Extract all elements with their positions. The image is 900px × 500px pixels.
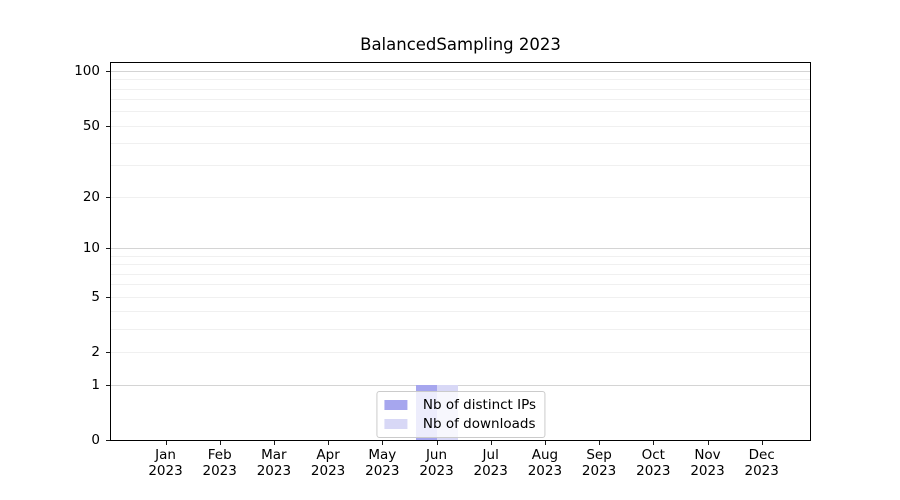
- y-tick-mark: [106, 296, 110, 298]
- x-tick-label: Jan 2023: [131, 447, 201, 479]
- x-tick-mark: [653, 441, 655, 445]
- x-tick-year: 2023: [148, 462, 183, 479]
- x-tick-year: 2023: [365, 462, 400, 479]
- x-tick-mark: [544, 441, 547, 445]
- x-tick-mark: [382, 441, 384, 445]
- gridline-minor: [111, 88, 810, 90]
- gridline-minor: [111, 296, 810, 298]
- x-tick-month: Apr: [316, 447, 340, 463]
- x-tick-label: Mar 2023: [239, 447, 309, 479]
- y-tick-mark: [106, 352, 110, 354]
- x-tick-year: 2023: [256, 462, 292, 479]
- y-tick-mark: [106, 248, 110, 250]
- legend-item: Nb of distinct IPs: [383, 397, 537, 413]
- x-tick-mark: [761, 441, 763, 445]
- legend-swatch: [383, 419, 407, 429]
- gridline-minor: [111, 284, 810, 286]
- x-tick-label: Nov 2023: [673, 447, 743, 479]
- x-tick-month: Aug: [531, 447, 559, 463]
- x-tick-month: Jun: [425, 447, 448, 463]
- x-tick-mark: [436, 441, 438, 445]
- x-tick-year: 2023: [690, 462, 725, 479]
- x-tick-label: Aug 2023: [510, 447, 580, 479]
- y-tick-mark: [106, 196, 110, 198]
- x-tick-mark: [219, 441, 221, 445]
- gridline-major: [111, 71, 810, 72]
- y-tick-label: 10: [82, 240, 100, 257]
- y-tick-label: 50: [82, 117, 100, 134]
- gridline-major: [111, 384, 810, 386]
- x-tick-year: 2023: [527, 462, 563, 479]
- y-tick-label: 2: [91, 344, 100, 361]
- gridline-minor: [111, 311, 810, 313]
- chart-title: BalancedSampling 2023: [360, 35, 561, 54]
- x-tick-label: Dec 2023: [727, 447, 797, 479]
- gridline-minor: [111, 264, 810, 266]
- gridline-minor: [111, 79, 810, 81]
- y-tick-label: 20: [82, 188, 100, 205]
- x-tick-year: 2023: [202, 462, 237, 479]
- gridline-minor: [111, 99, 810, 101]
- bars: [111, 63, 810, 440]
- x-tick-label: Apr 2023: [293, 447, 363, 479]
- x-tick-year: 2023: [419, 462, 454, 479]
- plot-area: Nb of distinct IPs Nb of downloads: [110, 62, 811, 441]
- legend-swatch: [383, 400, 407, 410]
- y-tick-label: 100: [74, 63, 100, 79]
- x-tick-mark: [707, 441, 709, 445]
- x-tick-month: May: [368, 447, 397, 463]
- x-tick-year: 2023: [636, 462, 671, 479]
- legend-label: Nb of distinct IPs: [422, 397, 537, 413]
- gridline-minor: [111, 165, 810, 167]
- gridline-minor: [111, 125, 810, 127]
- x-tick-label: Oct 2023: [618, 447, 688, 479]
- y-tick-mark: [106, 125, 110, 127]
- x-tick-year: 2023: [744, 462, 779, 479]
- x-tick-mark: [328, 441, 330, 445]
- y-axis: 100 50 20 10 5 2 1 0: [0, 62, 110, 448]
- x-tick-label: Jul 2023: [456, 447, 526, 479]
- x-tick-mark: [165, 441, 167, 445]
- x-tick-mark: [273, 441, 276, 445]
- gridline-major: [111, 248, 810, 250]
- x-tick-label: May 2023: [347, 447, 417, 479]
- y-tick-label: 1: [91, 376, 100, 393]
- gridline-minor: [111, 196, 810, 198]
- x-tick-label: Feb 2023: [185, 447, 255, 479]
- gridline-minor: [111, 273, 810, 275]
- x-tick-mark: [490, 441, 492, 445]
- x-axis: Jan 2023 Feb 2023 Mar 2023 Apr 2023 May 2023 Jun 20…: [110, 441, 811, 486]
- x-tick-month: Mar: [261, 447, 287, 463]
- x-tick-mark: [599, 441, 601, 445]
- x-tick-year: 2023: [473, 462, 508, 479]
- x-tick-month: Oct: [641, 447, 665, 463]
- y-tick-mark: [106, 384, 110, 386]
- y-tick-label: 5: [91, 288, 100, 305]
- x-tick-year: 2023: [581, 462, 617, 479]
- x-tick-label: Sep 2023: [564, 447, 634, 479]
- x-tick-label: Jun 2023: [402, 447, 472, 479]
- y-tick-mark: [106, 71, 110, 73]
- x-tick-month: Feb: [207, 447, 232, 463]
- gridline-minor: [111, 143, 810, 145]
- y-tick-label: 0: [91, 432, 100, 448]
- gridline-minor: [111, 111, 810, 113]
- gridline-minor: [111, 352, 810, 354]
- x-tick-month: Dec: [748, 447, 775, 463]
- x-tick-month: Sep: [586, 447, 612, 463]
- x-tick-month: Nov: [694, 447, 721, 463]
- gridline-minor: [111, 329, 810, 331]
- legend-item: Nb of downloads: [383, 416, 536, 432]
- x-tick-year: 2023: [310, 462, 346, 479]
- x-tick-month: Jul: [482, 447, 499, 463]
- y-tick-mark: [106, 440, 110, 442]
- gridline-minor: [111, 255, 810, 257]
- x-tick-month: Jan: [155, 447, 176, 463]
- legend-label: Nb of downloads: [422, 416, 536, 432]
- gridlines: [111, 63, 810, 440]
- legend: Nb of distinct IPs Nb of downloads: [375, 391, 546, 438]
